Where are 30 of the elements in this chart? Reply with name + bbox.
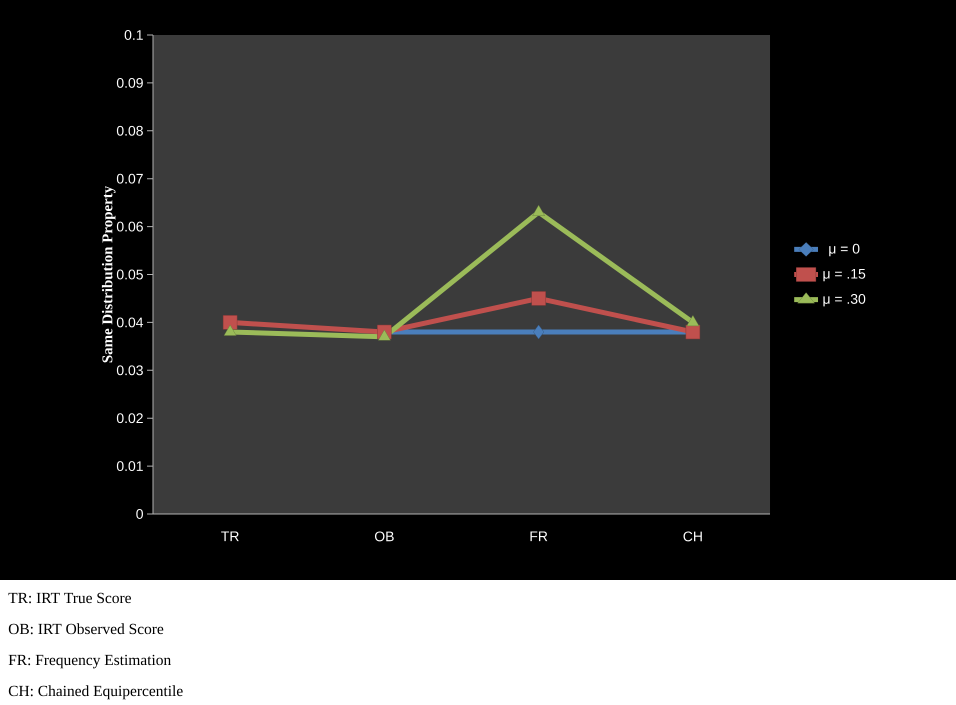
y-tick-label: 0.06: [116, 222, 143, 232]
text: CH: Chained Equipercentile: [8, 685, 183, 700]
point: [224, 324, 236, 336]
text: TR: IRT True Score: [8, 592, 131, 604]
legend-label: μ = .30: [823, 294, 866, 306]
point: [532, 205, 545, 216]
point: [378, 330, 391, 341]
y-tick-label: 0.07: [116, 174, 143, 184]
x-tick-label: FR: [530, 531, 548, 542]
x-tick-label: TR: [221, 531, 239, 542]
point: [222, 315, 238, 330]
y-tick-label: 0.02: [116, 413, 143, 424]
point: [533, 324, 544, 340]
legend-label: μ = 0: [829, 244, 860, 256]
y-axis-title: Same Distribution Property: [102, 186, 116, 362]
y-tick-label: 0: [136, 509, 143, 519]
y-tick-label: 0.04: [116, 317, 144, 328]
y-tick-label: 0.05: [116, 270, 143, 280]
x-tick-label: CH: [684, 531, 702, 542]
x-tick-label: OB: [374, 531, 394, 542]
y-tick-label: 0.1: [124, 30, 143, 40]
text: OB: IRT Observed Score: [8, 623, 164, 634]
point: [531, 291, 546, 306]
y-tick-label: 0.03: [116, 365, 143, 376]
text: FR: Frequency Estimation: [8, 654, 171, 668]
point: [686, 315, 700, 326]
legend-label: μ = .15: [823, 268, 866, 282]
y-tick-label: 0.09: [116, 78, 143, 88]
y-tick-label: 0.01: [116, 461, 143, 472]
y-tick-label: 0.08: [116, 126, 143, 136]
